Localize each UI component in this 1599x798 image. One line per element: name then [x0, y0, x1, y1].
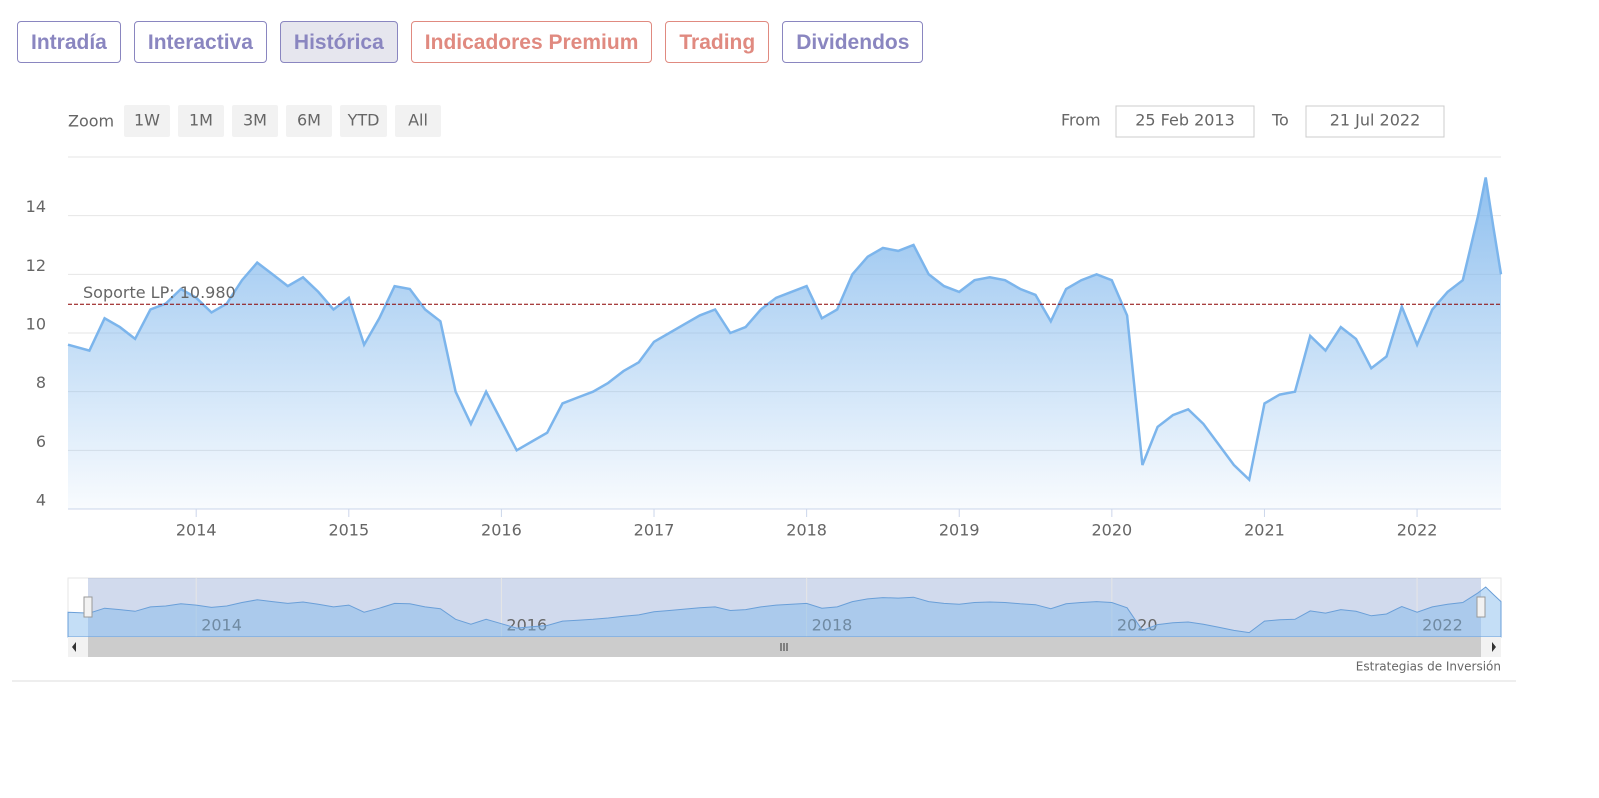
to-label: To [1271, 111, 1289, 130]
zoom-button[interactable] [232, 105, 278, 137]
x-tick-label: 2022 [1397, 521, 1438, 540]
chart: Zoom 1W 1M 3M 6M YTD All From 25 Feb 2013 To 21 Ju… [12, 105, 1516, 682]
zoom-button-label: 6M [297, 111, 321, 130]
zoom-button-label: All [408, 111, 428, 130]
zoom-button[interactable] [124, 105, 170, 137]
to-input[interactable] [1305, 105, 1445, 138]
tab[interactable]: Indicadores Premium [410, 21, 653, 63]
zoom-button[interactable] [395, 105, 441, 137]
navigator-tick-label: 2022 [1422, 616, 1463, 635]
tab[interactable]: Histórica [279, 21, 398, 63]
to-value: 21 Jul 2022 [1330, 111, 1421, 130]
x-tick-label: 2015 [328, 521, 369, 540]
y-tick-label: 8 [36, 373, 46, 392]
x-tick-label: 2020 [1091, 521, 1132, 540]
scroll-left[interactable] [72, 642, 76, 652]
navigator-area [67, 586, 1502, 638]
zoom-label: Zoom [68, 112, 114, 131]
navigator-handle[interactable] [83, 596, 93, 618]
tab[interactable]: Dividendos [782, 21, 924, 63]
page: Intradía Interactiva Histórica Indicadores … [12, 21, 1516, 682]
y-tick-label: 4 [36, 491, 46, 510]
navigator-handle[interactable] [1476, 596, 1486, 618]
zoom-button-label: 1W [134, 111, 160, 130]
credits: Estrategias de Inversión [1356, 660, 1501, 674]
y-tick-label: 10 [26, 315, 46, 334]
price-line [67, 177, 1503, 483]
from-input[interactable] [1115, 105, 1255, 138]
zoom-button-label: 1M [189, 111, 213, 130]
y-tick-label: 12 [26, 256, 46, 275]
tab[interactable]: Trading [665, 21, 770, 63]
navigator-selection [88, 578, 1481, 637]
tab[interactable]: Interactiva [133, 21, 267, 63]
navigator-bg [67, 577, 1502, 638]
navigator-tick-label: 2016 [506, 616, 547, 635]
zoom-button-label: 3M [243, 111, 267, 130]
scroll-right[interactable] [1492, 642, 1496, 652]
y-tick-label: 6 [36, 432, 46, 451]
x-tick-label: 2014 [176, 521, 217, 540]
scroll-grip [780, 643, 788, 651]
from-label: From [1061, 111, 1101, 130]
support-label: Soporte LP: 10.980 [83, 283, 236, 302]
tab-bar: Intradía Interactiva Histórica Indicadores … [17, 21, 924, 63]
navigator-tick-label: 2018 [812, 616, 853, 635]
y-tick-label: 14 [26, 197, 46, 216]
area [68, 177, 1501, 509]
tab[interactable]: Intradía [17, 21, 121, 63]
x-tick-label: 2021 [1244, 521, 1285, 540]
from-value: 25 Feb 2013 [1135, 111, 1235, 130]
x-tick-label: 2018 [786, 521, 827, 540]
x-tick-label: 2017 [634, 521, 675, 540]
zoom-button[interactable] [178, 105, 224, 137]
x-tick-label: 2019 [939, 521, 980, 540]
navigator-tick-label: 2020 [1117, 616, 1158, 635]
x-tick-label: 2016 [481, 521, 522, 540]
zoom-button[interactable] [286, 105, 332, 137]
navigator-tick-label: 2014 [201, 616, 242, 635]
zoom-button[interactable] [340, 105, 387, 137]
zoom-button-label: YTD [347, 111, 380, 130]
